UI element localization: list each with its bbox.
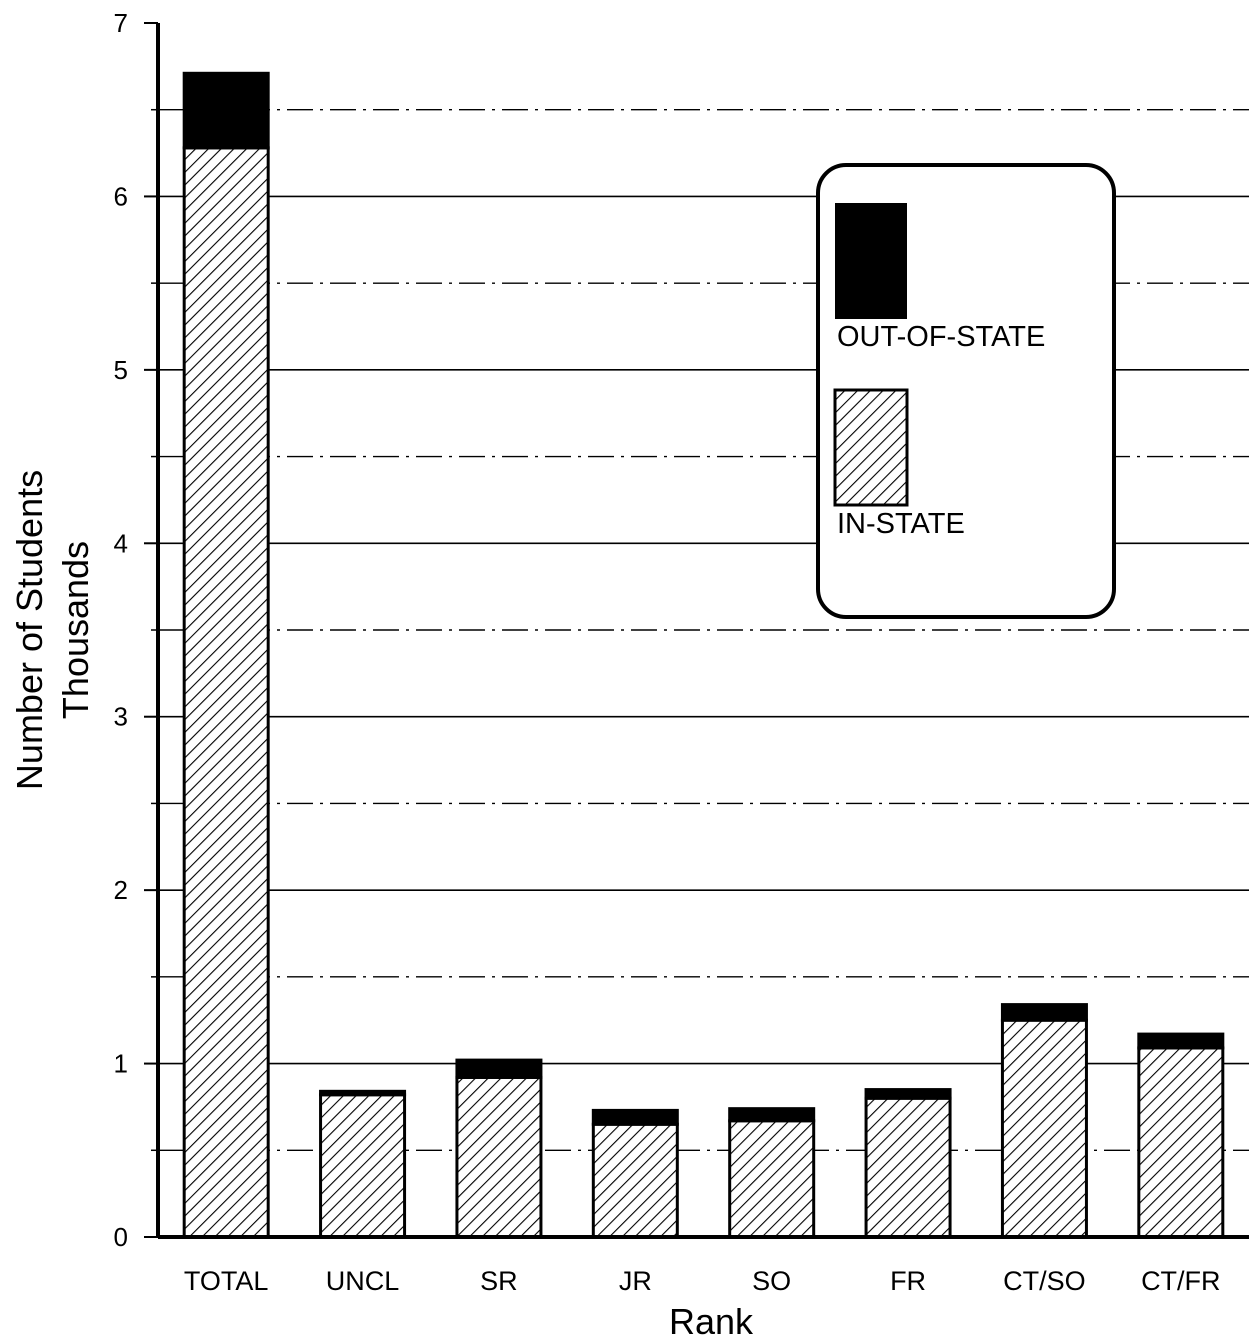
bar-out-of-state-sr	[455, 1058, 543, 1079]
bar-out-of-state-ct-so	[1000, 1003, 1088, 1022]
x-tick-label: UNCL	[326, 1266, 400, 1296]
y-axis-title-line2: Thousands	[55, 541, 96, 719]
legend: OUT-OF-STATE IN-STATE	[816, 163, 1116, 619]
bar-in-state-sr	[455, 1075, 543, 1239]
bar-out-of-state-jr	[591, 1108, 679, 1126]
bar-out-of-state-so	[728, 1107, 816, 1123]
bar-in-state-ct-so	[1000, 1018, 1088, 1239]
y-tick-label: 3	[114, 702, 128, 732]
bar-in-state-total	[182, 146, 270, 1239]
bar-out-of-state-uncl	[319, 1089, 407, 1097]
x-tick-label: TOTAL	[184, 1266, 269, 1296]
y-tick-label: 5	[114, 355, 128, 385]
bar-in-state-ct-fr	[1137, 1046, 1225, 1239]
x-tick-label: FR	[890, 1266, 926, 1296]
y-tick-label: 4	[114, 528, 128, 558]
legend-label-out-of-state: OUT-OF-STATE	[837, 321, 1045, 353]
legend-label-in-state: IN-STATE	[837, 508, 965, 540]
axes	[144, 22, 1249, 1239]
bar-in-state-uncl	[319, 1093, 407, 1239]
x-axis-title: Rank	[669, 1301, 754, 1342]
legend-swatch-in-state	[833, 388, 909, 507]
bar-out-of-state-fr	[864, 1088, 952, 1100]
y-tick-label: 7	[114, 8, 128, 38]
legend-swatch-out-of-state	[835, 203, 907, 319]
y-tick-label: 0	[114, 1222, 128, 1252]
bars	[182, 71, 1225, 1239]
bar-out-of-state-ct-fr	[1137, 1032, 1225, 1050]
x-tick-label: CT/SO	[1003, 1266, 1086, 1296]
bar-in-state-fr	[864, 1096, 952, 1239]
x-tick-label: CT/FR	[1141, 1266, 1220, 1296]
x-tick-label: SR	[480, 1266, 518, 1296]
y-axis-title-line1: Number of Students	[9, 470, 50, 790]
y-tick-label: 6	[114, 181, 128, 211]
x-tick-label: JR	[619, 1266, 652, 1296]
bar-in-state-jr	[591, 1122, 679, 1239]
y-tick-labels: 0 1 2 3 4 5 6 7	[114, 8, 128, 1252]
x-tick-label: SO	[752, 1266, 791, 1296]
bar-in-state-so	[728, 1119, 816, 1239]
x-tick-labels: TOTAL UNCL SR JR SO FR CT/SO CT/FR	[184, 1266, 1221, 1296]
y-tick-label: 2	[114, 875, 128, 905]
bar-out-of-state-total	[182, 71, 270, 150]
y-tick-label: 1	[114, 1049, 128, 1079]
